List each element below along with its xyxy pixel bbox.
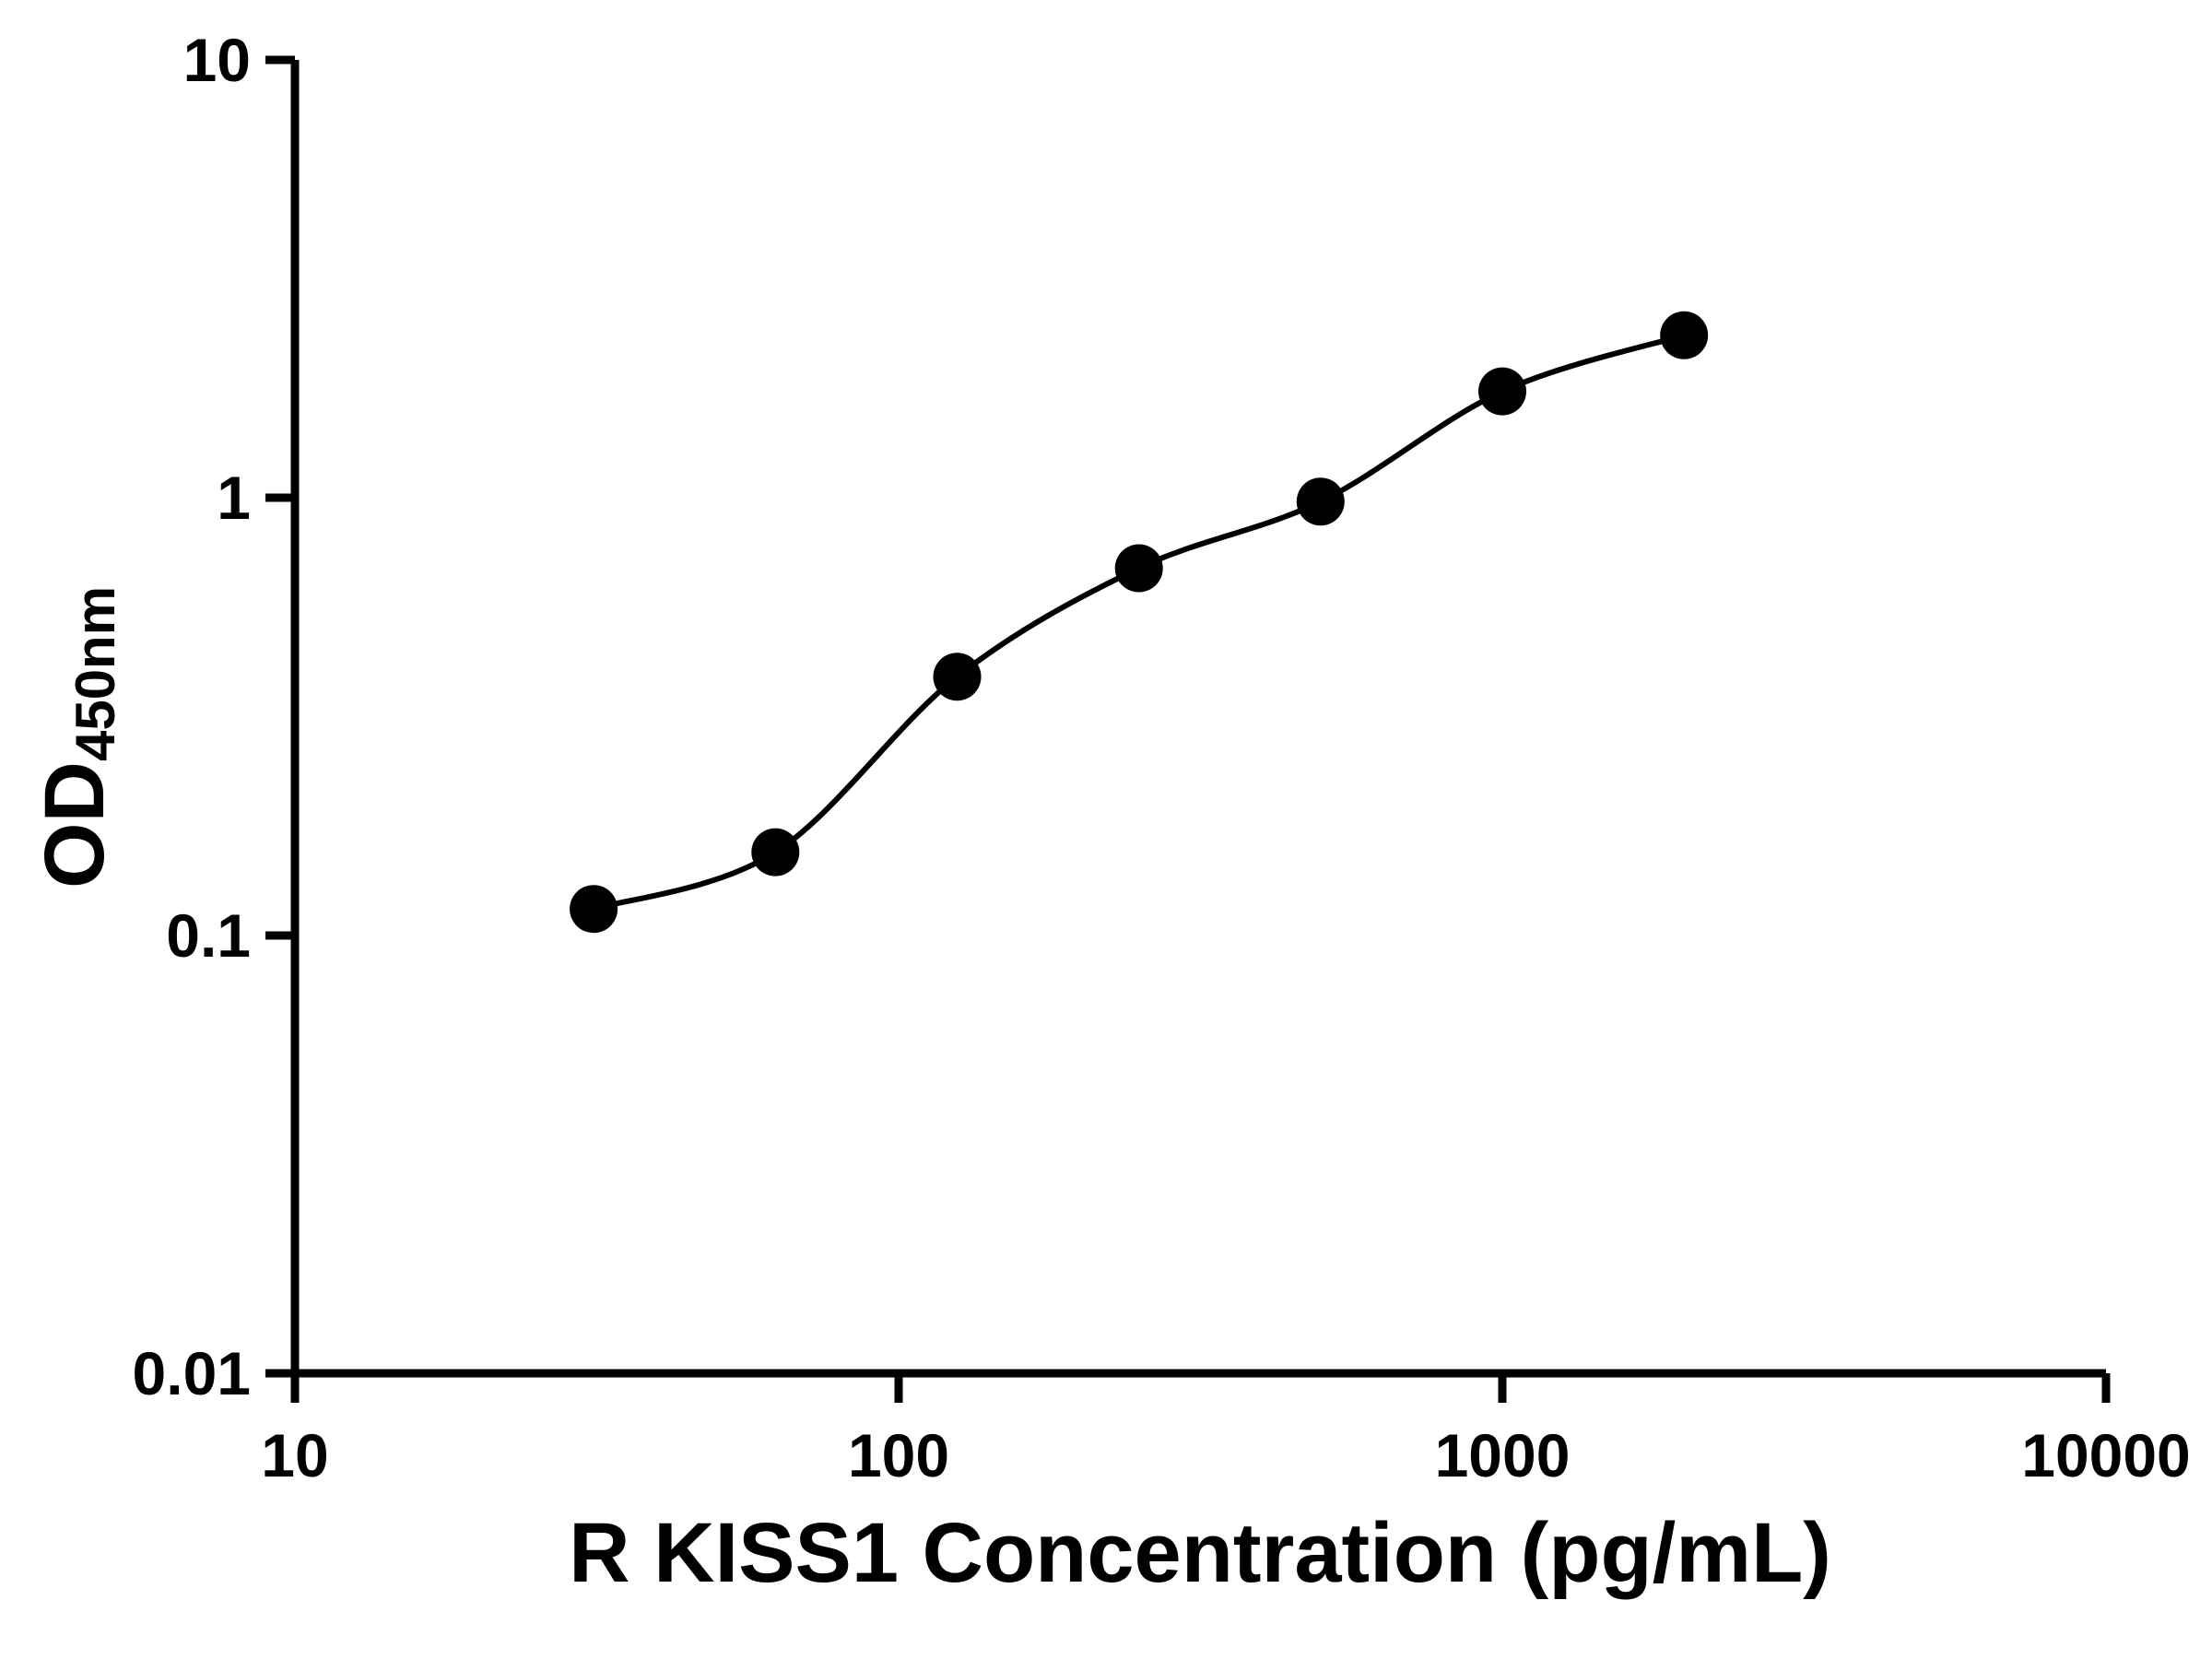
x-axis-title: R KISS1 Concentration (pg/mL) <box>569 1506 1831 1600</box>
x-tick-label: 10 <box>261 1421 328 1489</box>
x-tick-label: 10000 <box>2021 1421 2191 1489</box>
axes-spine <box>290 60 2106 1378</box>
data-point <box>1660 311 1709 359</box>
x-tick-label: 1000 <box>1435 1421 1571 1489</box>
y-tick-label: 0.01 <box>133 1339 251 1407</box>
data-point <box>933 653 982 701</box>
data-point <box>570 885 618 934</box>
y-axis-title: OD450nm <box>28 586 126 888</box>
data-point <box>1114 544 1163 593</box>
data-point <box>1296 477 1345 526</box>
data-point <box>751 828 800 877</box>
y-axis-title-subscript: 450nm <box>65 586 126 761</box>
y-tick-label: 0.1 <box>166 901 251 970</box>
data-point <box>1478 367 1526 416</box>
y-axis-title-main: OD <box>28 761 122 888</box>
y-tick-label: 10 <box>183 26 251 94</box>
y-tick-label: 1 <box>217 464 251 532</box>
x-tick-label: 100 <box>848 1421 949 1489</box>
fit-curve <box>593 332 1686 912</box>
